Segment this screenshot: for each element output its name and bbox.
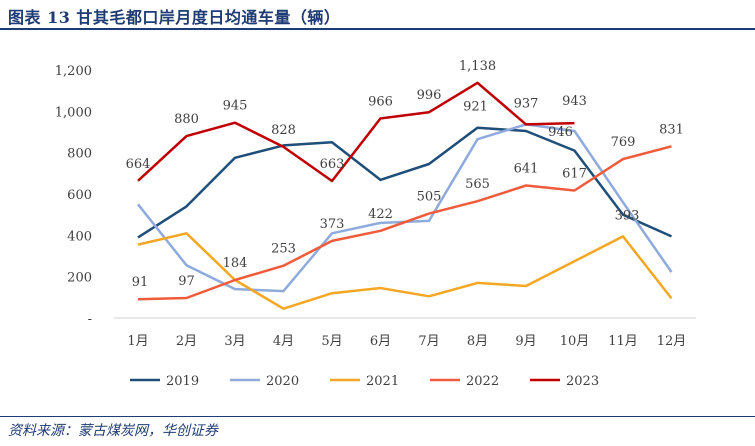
- series-line-2021: [137, 232, 673, 310]
- data-label: 664: [126, 157, 151, 172]
- data-labels: 664 880 945 828 663 966 996 1,138 937 943 921 946 91…: [126, 59, 684, 290]
- x-tick-label: 2月: [176, 334, 197, 349]
- y-tick-label: -: [88, 312, 92, 327]
- data-label: 505: [417, 190, 442, 205]
- x-tick-label: 9月: [515, 334, 536, 349]
- data-label: 946: [548, 125, 573, 140]
- x-tick-label: 7月: [418, 334, 439, 349]
- data-label: 373: [320, 217, 345, 232]
- series-line-2020: [137, 123, 673, 293]
- data-label: 641: [514, 162, 539, 177]
- series-line-2022: [137, 145, 672, 301]
- data-label: 831: [659, 122, 684, 137]
- data-label: 943: [562, 94, 587, 109]
- y-tick-label: 1,000: [55, 105, 92, 120]
- line-chart: - 200 400 600 800 1,000 1,200 1月 2月 3月 4月 5月 6月 7月 8月…: [55, 59, 696, 389]
- data-label: 769: [611, 135, 636, 150]
- y-tick-label: 1,200: [55, 64, 92, 79]
- data-label: 97: [178, 274, 195, 289]
- x-axis-ticks: 1月 2月 3月 4月 5月 6月 7月 8月 9月 10月 11月 12月: [127, 334, 686, 349]
- data-label: 422: [368, 207, 393, 222]
- data-label: 966: [368, 94, 393, 109]
- data-label: 565: [465, 177, 490, 192]
- x-tick-label: 8月: [467, 334, 488, 349]
- y-tick-label: 200: [67, 271, 92, 286]
- x-tick-label: 11月: [608, 334, 638, 349]
- data-label: 880: [174, 112, 199, 127]
- legend-label: 2020: [266, 374, 299, 389]
- series-line-2019: [137, 126, 673, 239]
- title-divider: [0, 28, 755, 30]
- x-tick-label: 3月: [224, 334, 245, 349]
- data-label: 921: [463, 100, 488, 115]
- data-label: 937: [514, 96, 539, 111]
- data-label: 617: [562, 166, 587, 181]
- series-line-2023: [137, 81, 575, 183]
- legend-label: 2023: [566, 374, 599, 389]
- x-tick-label: 5月: [321, 334, 342, 349]
- data-label: 945: [223, 99, 248, 114]
- y-tick-label: 800: [67, 147, 92, 162]
- source-note: 资料来源：蒙古煤炭网，华创证券: [8, 423, 218, 439]
- series-lines: [137, 81, 673, 310]
- legend-label: 2019: [166, 374, 199, 389]
- data-label: 184: [223, 256, 248, 271]
- x-tick-label: 4月: [273, 334, 294, 349]
- data-label: 663: [320, 157, 345, 172]
- y-axis-ticks: - 200 400 600 800 1,000 1,200: [55, 64, 92, 327]
- legend-label: 2021: [366, 374, 399, 389]
- data-label: 393: [615, 209, 640, 224]
- y-tick-label: 400: [67, 229, 92, 244]
- legend: 2019 2020 2021 2022 2023: [130, 374, 599, 389]
- data-label: 91: [132, 275, 149, 290]
- chart-title: 图表 13 甘其毛都口岸月度日均通车量（辆）: [8, 8, 341, 27]
- footer-divider: [0, 416, 755, 417]
- x-tick-label: 12月: [657, 334, 687, 349]
- data-label: 1,138: [459, 59, 496, 74]
- data-label: 828: [271, 123, 296, 138]
- legend-label: 2022: [466, 374, 499, 389]
- data-label: 996: [417, 88, 442, 103]
- data-label: 253: [271, 242, 296, 257]
- y-tick-label: 600: [67, 188, 92, 203]
- x-tick-label: 6月: [370, 334, 391, 349]
- x-tick-label: 10月: [560, 334, 590, 349]
- x-tick-label: 1月: [127, 334, 148, 349]
